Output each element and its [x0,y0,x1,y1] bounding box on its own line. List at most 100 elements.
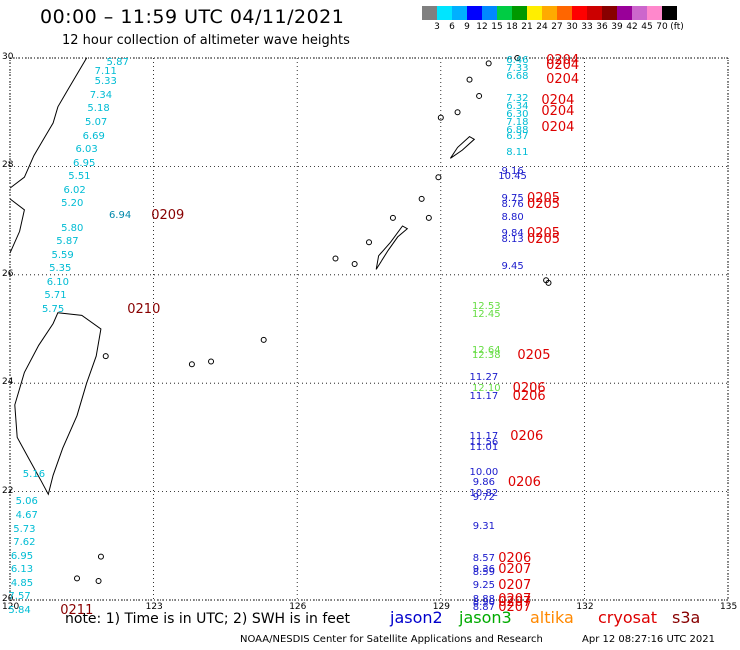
latitude-tick-label: 30 [2,52,14,62]
pass-time-tag: 0205 [517,348,551,364]
pass-time-tag: 0206 [507,475,541,491]
wave-height-value: 11.56 [469,436,499,448]
wave-height-value: 8.90 [472,596,496,608]
color-swatch [452,6,467,20]
color-scale-labels: 3 6 9 12 15 18 21 24 27 30 33 36 39 42 45 70 (ft) [422,22,740,34]
color-scale-label: 30 [566,22,578,32]
color-swatch [542,6,557,20]
wave-height-value: 6.34 [506,100,529,112]
wave-height-value: 9.72 [472,492,496,504]
color-swatch [512,6,527,20]
color-scale-label: 42 [626,22,638,32]
small-island [102,353,109,360]
pass-time-tag: 0205 [526,226,561,242]
color-swatch [632,6,647,20]
pass-time-tag: 0206 [510,429,544,445]
pass-time-tag: 0204 [541,104,575,120]
wave-height-value: 6.95 [73,157,96,169]
wave-height-value: 11.17 [469,431,499,443]
wave-height-value: 5.87 [106,57,129,69]
longitude-tick-label: 120 [2,602,20,612]
small-island [476,92,483,99]
color-swatch [662,6,677,20]
wave-height-value: 5.33 [94,76,117,88]
wave-height-value: 6.88 [506,125,529,137]
color-scale-label: 12 [476,22,488,32]
wave-height-value: 5.87 [56,236,79,248]
wave-height-value: 6.95 [10,550,34,562]
color-swatch [482,6,497,20]
color-swatch [617,6,632,20]
color-swatch [587,6,602,20]
small-island [418,195,425,202]
wave-height-value: 8.13 [501,233,524,245]
wave-height-value: 8.57 [472,553,496,565]
pass-time-tag: 0204 [546,71,580,87]
wave-height-value: 8.87 [472,602,496,614]
pass-time-tag: 0207 [498,600,532,616]
wave-height-value: 5.51 [68,171,91,183]
wave-height-value: 9.86 [472,477,496,489]
wave-height-value: 5.71 [44,290,67,302]
page-title: 00:00 – 11:59 UTC 04/11/2021 [40,6,345,28]
small-island [389,214,396,221]
wave-height-value: 8.76 [501,199,524,211]
color-scale-label: 70 [656,22,668,32]
small-island [514,55,521,61]
longitude-tick-label: 135 [720,602,738,612]
wave-height-value: 11.27 [469,371,499,383]
wave-height-value: 8.11 [506,146,529,158]
wave-height-value: 4.67 [15,509,38,521]
pass-time-tag: 0204 [546,52,580,68]
color-scale-label: 15 [491,22,503,32]
wave-height-value: 9.25 [472,580,496,592]
color-swatch [437,6,452,20]
color-scale-label: 36 [596,22,608,32]
wave-height-value: 5.06 [15,496,38,508]
wave-height-value: 7.34 [89,89,113,101]
wave-height-value: 9.36 [472,564,496,576]
legend-jason2: jason2 [390,608,443,627]
wave-height-value: 12.10 [471,382,501,394]
pass-time-tag: 0206 [498,551,532,567]
wave-height-value: 11.17 [469,390,499,402]
wave-height-value: 9.84 [501,228,524,240]
small-island [545,279,552,286]
wave-height-value: 7.32 [506,92,529,104]
credit-line: NOAA/NESDIS Center for Satellite Applica… [240,634,543,645]
pass-time-tag: 0207 [498,562,532,578]
color-scale-label: 39 [611,22,623,32]
wave-height-value: 8.80 [501,211,524,223]
wave-height-value: 8.59 [472,566,496,578]
wave-height-value: 10.82 [469,488,499,500]
small-island [366,239,372,246]
color-scale-label: 45 [641,22,653,32]
small-island [95,578,102,585]
small-island [74,575,81,582]
pass-time-tag: 0210 [127,302,161,318]
wave-height-value: 7.18 [506,117,529,129]
pass-time-tag: 0205 [526,197,561,213]
taiwan-coastline [14,312,102,496]
color-scale-label: 33 [581,22,593,32]
footer-note: note: 1) Time is in UTC; 2) SWH is in fe… [65,611,351,627]
color-swatch [467,6,482,20]
small-island [454,109,461,116]
small-island [188,361,195,368]
color-swatch [572,6,587,20]
small-island [435,174,442,181]
latitude-tick-label: 26 [2,268,14,279]
wave-height-value: 5.18 [87,103,110,115]
wave-height-value: 6.30 [506,108,529,120]
wave-height-value: 12.45 [471,309,501,321]
small-island [351,260,358,267]
wave-height-value: 6.94 [108,210,132,222]
longitude-tick-label: 123 [145,602,163,612]
wave-height-value: 9.45 [501,260,524,272]
longitude-tick-label: 129 [432,602,450,612]
pass-time-tag: 0207 [498,578,532,594]
wave-height-value: 9.31 [472,520,496,532]
wave-height-value: 10.00 [469,466,499,478]
wave-height-value: 6.69 [82,130,105,142]
